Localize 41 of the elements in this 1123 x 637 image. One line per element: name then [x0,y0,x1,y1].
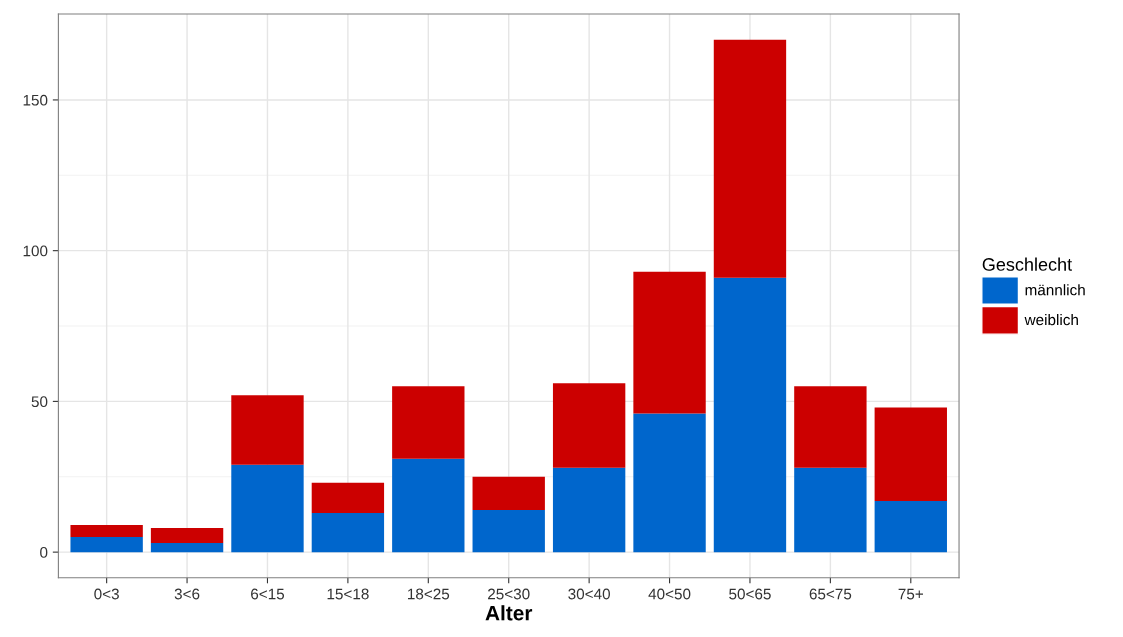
y-tick-label: 150 [23,94,48,106]
y-tick-label: 0 [40,547,48,558]
legend-label: weiblich [1024,314,1078,326]
x-tick-label: 0<3 [94,588,119,600]
bar [713,39,787,278]
x-tick-label: 65<75 [809,588,852,600]
x-axis-title: Alter [485,605,533,621]
x-tick-label: 30<40 [568,588,610,600]
x-tick-label: 15<18 [327,588,369,600]
bar [633,271,706,414]
x-tick-label: 75+ [898,588,923,600]
bar [794,467,867,553]
bar [472,476,545,510]
y-tick-label: 50 [31,396,48,408]
bar [70,525,143,538]
bar [874,407,947,501]
bar [311,512,385,553]
x-tick-label: 18<25 [408,588,450,600]
bar [713,277,787,553]
x-tick-label: 40<50 [648,588,691,600]
bar [874,500,947,553]
x-tick-label: 6<15 [251,588,285,600]
bar [231,395,304,465]
bar [150,543,224,553]
bar [552,467,626,553]
bar [392,458,465,553]
x-tick-label: 50<65 [729,588,771,600]
bar [231,464,304,553]
bar [794,386,867,468]
x-tick-label: 25<30 [488,588,530,600]
bar [150,528,224,544]
legend-title: Geschlecht [982,257,1072,271]
bar [552,383,626,468]
x-tick-label: 3<6 [174,588,200,600]
bar [472,509,545,553]
bar [633,413,706,553]
bar [311,482,385,513]
legend-label: männlich [1025,284,1085,296]
bar [392,386,465,459]
bar [70,537,143,553]
y-tick-label: 100 [23,245,48,257]
